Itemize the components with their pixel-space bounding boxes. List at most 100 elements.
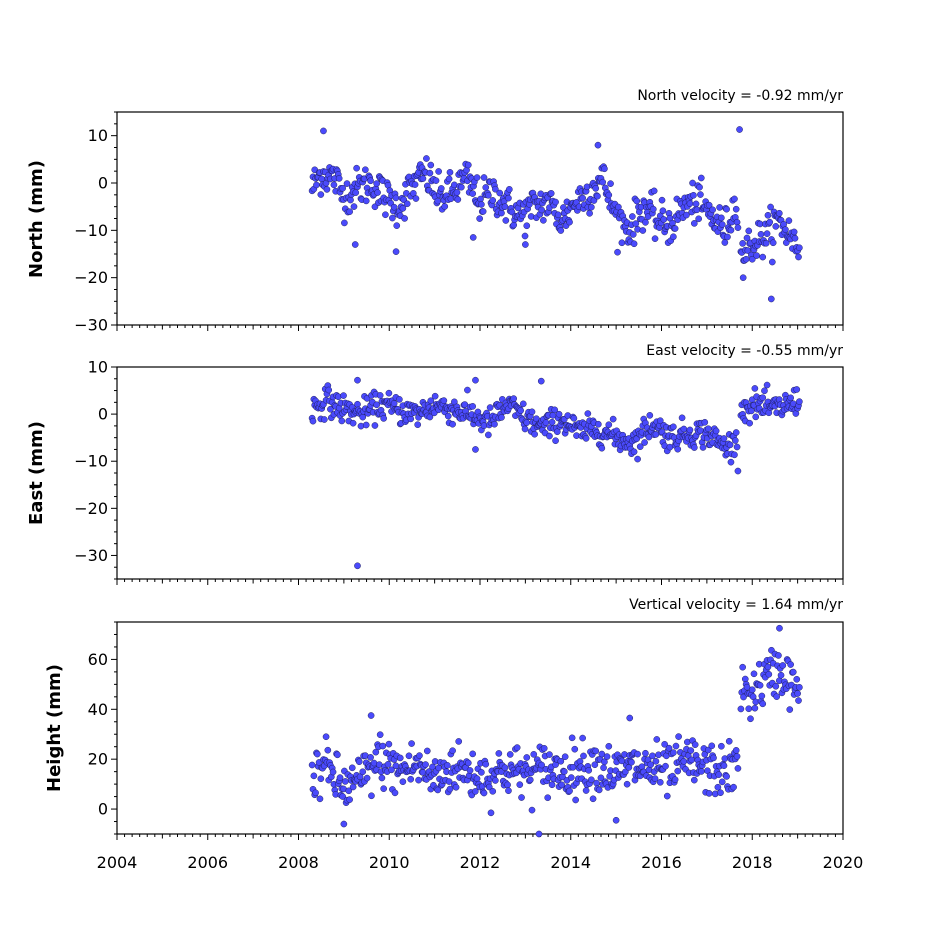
data-point xyxy=(521,425,529,433)
data-point xyxy=(498,209,505,217)
data-point xyxy=(349,783,357,791)
data-point xyxy=(410,190,417,197)
data-point xyxy=(733,218,741,226)
data-point xyxy=(373,180,381,187)
data-point xyxy=(622,768,629,776)
data-point xyxy=(458,183,465,191)
data-point xyxy=(697,191,704,198)
data-point xyxy=(444,762,451,769)
data-point xyxy=(670,749,677,756)
data-point xyxy=(748,407,755,415)
vertical-velocity-annotation: Vertical velocity = 1.64 mm/yr xyxy=(629,597,843,613)
data-point xyxy=(391,789,399,797)
data-point xyxy=(324,746,332,754)
data-point xyxy=(582,787,590,794)
north-ylabel: North (mm) xyxy=(26,160,47,278)
plot-frame xyxy=(116,366,844,580)
data-point xyxy=(359,768,367,776)
data-point xyxy=(489,787,497,795)
data-point xyxy=(758,692,766,700)
data-point-outlier xyxy=(320,127,327,135)
data-point-outlier xyxy=(469,234,477,241)
data-point xyxy=(609,415,617,423)
data-point xyxy=(427,161,435,169)
data-point xyxy=(597,774,605,782)
data-point xyxy=(625,764,633,771)
data-point xyxy=(454,196,462,203)
data-point xyxy=(579,194,586,202)
data-point xyxy=(773,693,781,700)
data-point xyxy=(632,220,640,227)
data-point xyxy=(464,759,472,767)
data-point xyxy=(435,764,442,772)
data-point xyxy=(517,407,524,414)
data-point xyxy=(592,185,600,192)
data-point xyxy=(665,744,673,752)
data-point xyxy=(790,228,798,236)
data-point xyxy=(714,783,722,791)
data-point xyxy=(469,190,476,197)
data-point xyxy=(548,418,556,426)
data-point xyxy=(407,415,415,423)
data-point xyxy=(551,406,559,414)
data-point xyxy=(384,761,392,768)
data-point xyxy=(426,413,434,421)
data-point xyxy=(492,185,499,193)
data-point xyxy=(642,749,649,757)
data-point xyxy=(796,398,803,405)
data-point xyxy=(762,239,770,247)
data-point xyxy=(690,776,698,784)
data-point xyxy=(696,183,703,191)
data-point xyxy=(464,386,471,394)
data-point xyxy=(445,778,453,785)
data-point xyxy=(787,394,794,402)
data-point xyxy=(478,769,485,776)
data-point xyxy=(656,417,664,425)
data-point xyxy=(341,219,348,227)
x-tick-label: 2016 xyxy=(641,853,682,872)
data-point xyxy=(745,705,753,713)
data-point xyxy=(552,198,559,206)
data-point xyxy=(444,412,452,420)
data-point xyxy=(334,751,341,759)
data-point xyxy=(505,787,512,795)
data-point xyxy=(528,806,536,814)
data-point xyxy=(376,731,384,739)
data-point xyxy=(768,258,776,266)
data-point xyxy=(516,781,524,788)
data-point xyxy=(785,217,793,224)
data-point xyxy=(628,758,635,766)
data-point xyxy=(772,682,780,690)
data-point xyxy=(708,742,716,750)
data-point xyxy=(362,197,370,205)
data-points xyxy=(308,624,803,838)
data-point xyxy=(531,430,538,438)
data-point xyxy=(389,214,396,222)
data-point xyxy=(691,741,699,748)
data-point xyxy=(482,760,490,768)
data-point xyxy=(408,740,415,747)
data-point xyxy=(354,400,361,408)
data-point xyxy=(766,218,774,226)
data-point xyxy=(376,392,384,399)
data-point xyxy=(336,774,344,781)
data-point xyxy=(449,420,456,428)
x-tick-label: 2010 xyxy=(369,853,410,872)
data-point xyxy=(721,239,729,246)
data-point xyxy=(670,233,677,241)
data-point xyxy=(308,761,316,769)
data-point xyxy=(478,201,485,208)
data-point xyxy=(479,208,487,215)
data-point xyxy=(731,437,739,444)
data-point xyxy=(553,428,561,436)
data-point xyxy=(566,787,573,795)
data-point xyxy=(756,681,764,689)
data-point xyxy=(598,444,606,452)
data-point xyxy=(739,240,746,247)
data-point xyxy=(434,786,442,794)
data-point xyxy=(347,196,354,204)
data-point xyxy=(670,423,677,431)
data-point xyxy=(446,785,454,793)
data-point xyxy=(446,169,454,176)
data-point xyxy=(412,195,420,202)
